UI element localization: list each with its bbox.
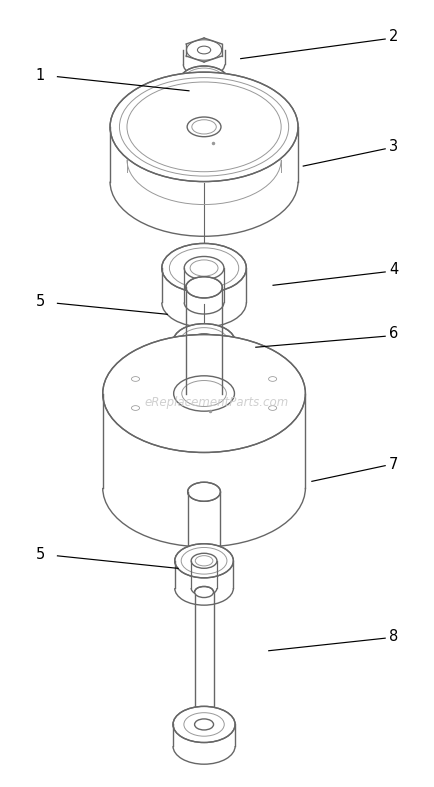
Text: 6: 6 — [389, 327, 398, 342]
Ellipse shape — [181, 66, 228, 94]
Ellipse shape — [162, 243, 247, 293]
Text: 8: 8 — [389, 629, 398, 644]
Ellipse shape — [175, 544, 233, 578]
Text: 4: 4 — [389, 262, 398, 277]
Text: 5: 5 — [36, 294, 45, 309]
Ellipse shape — [110, 72, 298, 182]
Text: 3: 3 — [389, 139, 398, 154]
Text: 5: 5 — [36, 547, 45, 562]
Ellipse shape — [173, 323, 235, 360]
Ellipse shape — [187, 482, 220, 501]
Text: 7: 7 — [389, 456, 398, 471]
Text: eReplacementParts.com: eReplacementParts.com — [145, 397, 289, 409]
Text: 2: 2 — [389, 29, 398, 44]
Text: 1: 1 — [36, 68, 45, 83]
Ellipse shape — [194, 586, 214, 597]
Ellipse shape — [173, 707, 235, 742]
Ellipse shape — [186, 277, 222, 298]
Ellipse shape — [103, 334, 306, 453]
